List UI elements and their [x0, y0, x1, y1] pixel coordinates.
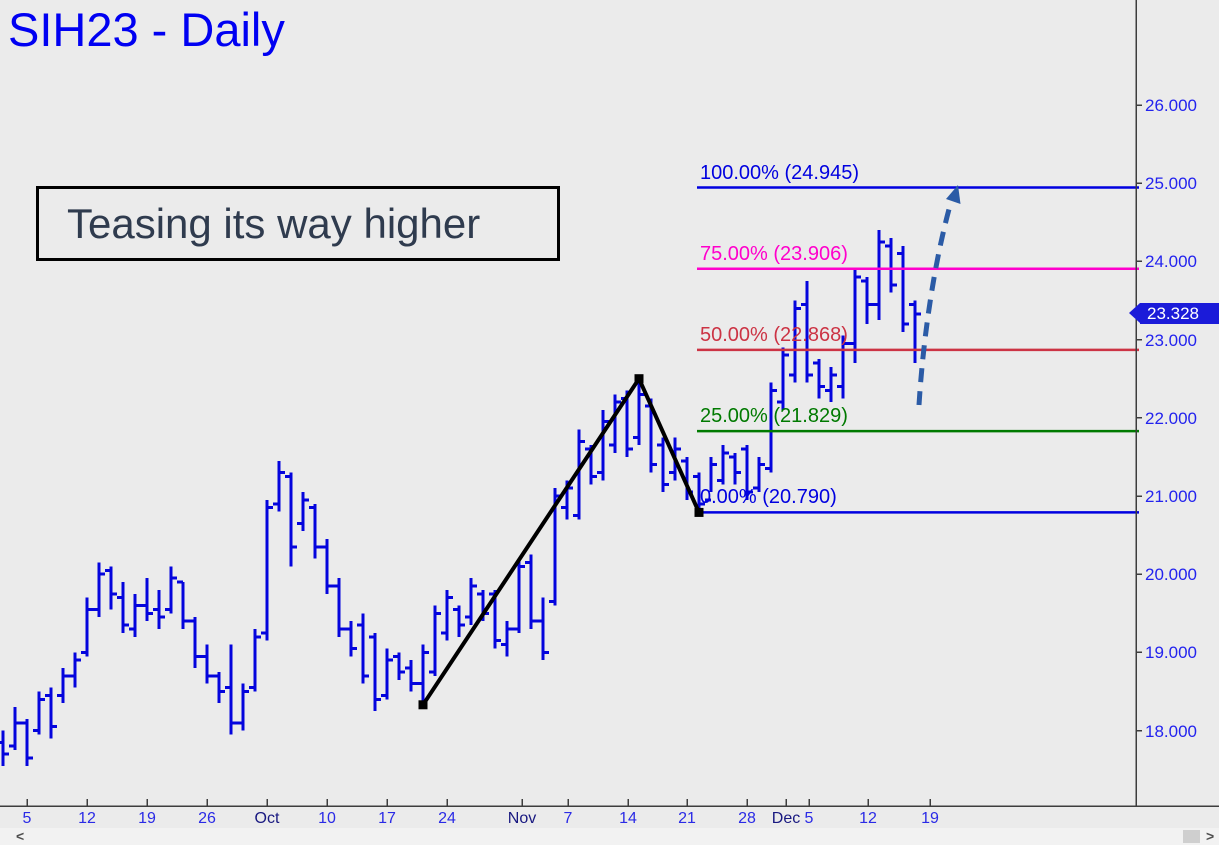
y-axis-price-label: 25.000 — [1145, 174, 1197, 194]
chart-title: SIH23 - Daily — [8, 3, 285, 56]
x-axis-date-label: 5 — [804, 810, 814, 827]
impulse-trendline[interactable] — [418, 374, 704, 710]
fib-level-label: 25.00% (21.829) — [700, 405, 848, 428]
x-axis-date-label: Oct — [254, 810, 280, 827]
fib-retracement-lines[interactable] — [697, 186, 1139, 514]
x-axis-date-label: 10 — [318, 810, 336, 827]
last-price-tag: 23.328 — [1140, 303, 1219, 325]
x-axis-date-label: 17 — [378, 810, 396, 827]
scrollbar-thumb[interactable] — [1183, 830, 1200, 843]
annotation-label: Teasing its way higher — [67, 200, 481, 247]
trendline-anchor-handle — [634, 374, 644, 384]
annotation-text-box[interactable]: Teasing its way higher — [36, 186, 560, 261]
y-axis-price-label: 24.000 — [1145, 252, 1197, 272]
y-axis-price-label: 19.000 — [1145, 643, 1197, 663]
x-axis-date-label: 5 — [22, 810, 32, 827]
x-axis-date-label: 19 — [138, 810, 156, 827]
x-axis-date-label: 12 — [859, 810, 877, 827]
axes — [0, 0, 1219, 807]
x-axis-date-label: 19 — [921, 810, 939, 827]
fib-level-label: 100.00% (24.945) — [700, 161, 860, 184]
fib-level-label: 75.00% (23.906) — [700, 242, 848, 265]
trendline-anchor-handle — [694, 507, 704, 517]
x-axis-date-label: 26 — [198, 810, 216, 827]
projection-arrow[interactable] — [916, 185, 961, 406]
y-axis-price-label: 22.000 — [1145, 408, 1197, 428]
y-axis-price-label: 21.000 — [1145, 487, 1197, 506]
y-axis-price-label: 23.000 — [1145, 330, 1197, 350]
trendline-anchor-handle — [418, 700, 428, 710]
horizontal-scrollbar[interactable] — [0, 828, 1219, 845]
x-axis-date-label: 28 — [738, 810, 756, 827]
arrowhead-icon — [946, 185, 961, 204]
x-axis-date-label: 24 — [438, 810, 456, 827]
y-axis-price-label: 26.000 — [1145, 96, 1197, 115]
fib-level-label: 0.00% (20.790) — [700, 486, 837, 509]
last-price-tag-arrow-icon — [1129, 303, 1140, 324]
price-bars — [0, 230, 921, 766]
y-axis-price-label: 20.000 — [1145, 565, 1197, 585]
x-axis-date-label: Dec — [771, 810, 801, 827]
x-axis-date-label: Nov — [507, 810, 537, 827]
y-axis-price-label: 18.000 — [1145, 721, 1197, 741]
x-axis-date-label: 7 — [563, 810, 573, 827]
x-axis-date-label: 14 — [619, 810, 637, 827]
fib-level-label: 50.00% (22.868) — [700, 323, 848, 346]
x-axis-date-label: 12 — [78, 810, 96, 827]
scroll-left-icon[interactable]: < — [16, 828, 25, 844]
x-axis-date-label: 21 — [678, 810, 696, 827]
scroll-right-icon[interactable]: > — [1206, 828, 1215, 844]
